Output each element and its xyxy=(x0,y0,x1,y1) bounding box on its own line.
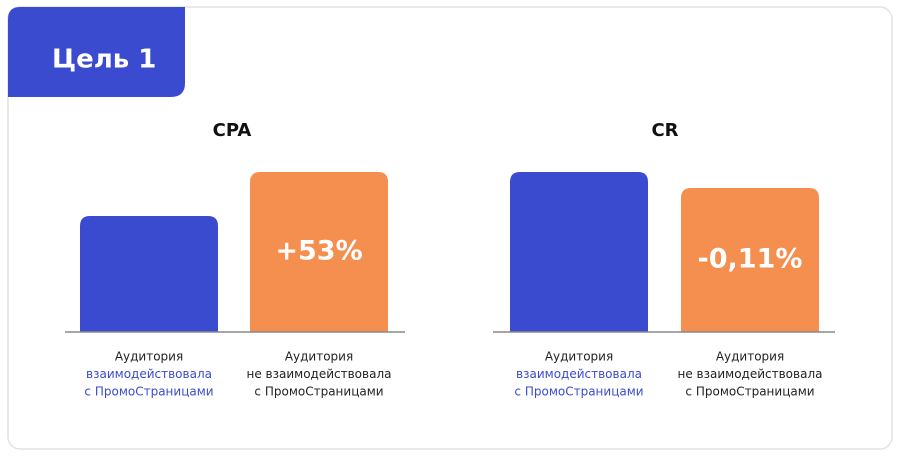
chart-title: CPA xyxy=(213,120,252,141)
category-label: Аудитория xyxy=(545,350,613,364)
card xyxy=(7,6,893,450)
category-label: Аудитория xyxy=(285,350,353,364)
category-label: взаимодействовала xyxy=(516,367,642,381)
category-label: взаимодействовала xyxy=(86,367,212,381)
category-label: не взаимодействовала xyxy=(678,367,823,381)
bar xyxy=(80,216,218,332)
bar xyxy=(681,188,819,332)
header-title: Цель 1 xyxy=(52,45,156,75)
bar-annotation: +53% xyxy=(275,236,362,267)
category-label: с ПромоСтраницами xyxy=(84,385,213,399)
header-tab xyxy=(8,7,185,97)
category-label: с ПромоСтраницами xyxy=(254,385,383,399)
category-label: Аудитория xyxy=(115,350,183,364)
chart-title: CR xyxy=(651,120,678,141)
bar xyxy=(250,172,388,332)
category-label: с ПромоСтраницами xyxy=(685,385,814,399)
category-label: не взаимодействовала xyxy=(247,367,392,381)
category-label: Аудитория xyxy=(716,350,784,364)
bar xyxy=(510,172,648,332)
category-label: с ПромоСтраницами xyxy=(514,385,643,399)
bar-annotation: -0,11% xyxy=(698,244,803,275)
